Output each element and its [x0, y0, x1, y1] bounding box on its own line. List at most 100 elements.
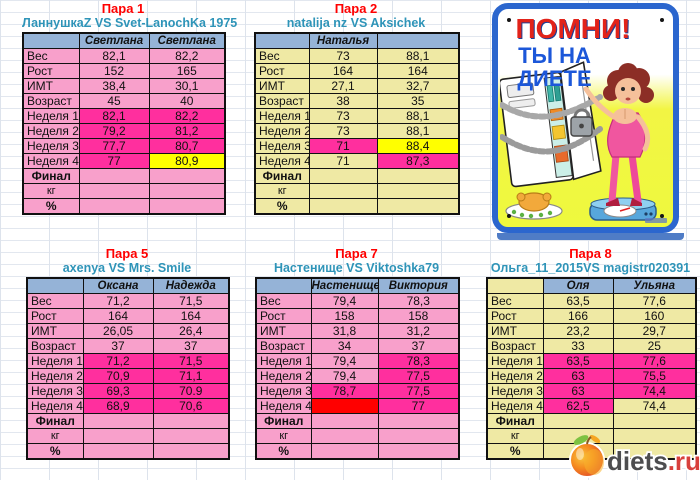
value-cell: 74,4: [612, 398, 697, 414]
value-cell: 38,4: [78, 78, 150, 94]
pair-block-7: Пара 7 Настенище VS Viktoshka79 Настенищ…: [255, 246, 460, 460]
row-label-cell: Финал: [26, 413, 84, 429]
value-cell: 165: [148, 63, 226, 79]
diets-ru-logo[interactable]: diets.ru: [565, 430, 700, 480]
table-row: кг: [255, 428, 460, 444]
table-row: %: [22, 198, 226, 215]
row-label-cell: %: [26, 443, 84, 460]
row-label-cell: Возраст: [26, 338, 84, 354]
table-row: Финал: [255, 413, 460, 429]
value-cell: [308, 183, 378, 199]
row-label-cell: ИМТ: [22, 78, 80, 94]
value-cell: 80,7: [148, 138, 226, 154]
row-label-cell: Неделя 2: [255, 368, 312, 384]
value-cell: [148, 168, 226, 184]
header-row: Светлана Светлана: [22, 32, 226, 49]
row-label-cell: Рост: [26, 308, 84, 324]
row-label-cell: %: [22, 198, 80, 215]
chicken-plate-icon: [505, 192, 563, 220]
value-cell: 88,1: [376, 108, 460, 124]
row-label-cell: Вес: [254, 48, 310, 64]
table-row: Неделя 1 79,4 78,3: [255, 353, 460, 369]
value-cell: 63: [542, 368, 614, 384]
participant-name-cell: Оксана: [82, 277, 154, 294]
participant-name-cell: Настенище: [310, 277, 379, 294]
screw-dot: [507, 214, 511, 218]
value-cell: [82, 443, 154, 460]
row-label-cell: Неделя 1: [255, 353, 312, 369]
value-cell: 71,2: [82, 353, 154, 369]
row-label-cell: кг: [255, 428, 312, 444]
header-row: Настенище Виктория: [255, 277, 460, 294]
table-row: Возраст 38 35: [254, 93, 460, 109]
value-cell: 62,5: [542, 398, 614, 414]
table-row: ИМТ 23,2 29,7: [486, 323, 697, 339]
value-cell: 63,5: [542, 353, 614, 369]
row-label-cell: Вес: [486, 293, 544, 309]
value-cell: 73: [308, 108, 378, 124]
corner-cell: [255, 277, 312, 294]
value-cell: 32,7: [376, 78, 460, 94]
value-cell: 71: [308, 138, 378, 154]
value-cell: 70,9: [82, 368, 154, 384]
value-cell: [376, 183, 460, 199]
row-label-cell: Неделя 4: [26, 398, 84, 414]
table-row: кг: [254, 183, 460, 199]
table-row: Вес 79,4 78,3: [255, 293, 460, 309]
value-cell: 26,05: [82, 323, 154, 339]
poster-text-line2: ТЫ НА: [518, 43, 591, 68]
header-row: Оля Ульяна: [486, 277, 697, 294]
value-cell: 29,7: [612, 323, 697, 339]
value-cell: 31,8: [310, 323, 379, 339]
value-cell: 82,2: [148, 108, 226, 124]
padlock-icon: [570, 108, 593, 137]
woman-figure: [583, 63, 654, 206]
artist-signature: [645, 218, 667, 223]
poster-text-line3: ДИЕТЕ: [517, 66, 592, 91]
row-label-cell: Неделя 3: [22, 138, 80, 154]
participant-name-cell: Наталья: [308, 32, 378, 49]
table-row: Финал: [486, 413, 697, 429]
value-cell: 79,4: [310, 353, 379, 369]
pair-title: Пара 5: [105, 246, 149, 261]
value-cell: 164: [152, 308, 230, 324]
scale-icon: [589, 197, 657, 221]
corner-cell: [486, 277, 544, 294]
value-cell: [377, 428, 460, 444]
value-cell: 34: [310, 338, 379, 354]
row-label-cell: Неделя 2: [26, 368, 84, 384]
row-label-cell: Вес: [22, 48, 80, 64]
table-row: Неделя 4 77: [255, 398, 460, 414]
row-label-cell: Неделя 3: [26, 383, 84, 399]
value-cell: 77,6: [612, 293, 697, 309]
pair-block-8: Пара 8 Ольга_11_2015VS magistr020391 Оля…: [486, 246, 697, 460]
row-label-cell: Неделя 4: [254, 153, 310, 169]
value-cell: [310, 428, 379, 444]
value-cell: 78,7: [310, 383, 379, 399]
value-cell: 81,2: [148, 123, 226, 139]
row-label-cell: Рост: [255, 308, 312, 324]
value-cell: 70,6: [152, 398, 230, 414]
value-cell: 82,1: [78, 108, 150, 124]
pair-title: Пара 7: [335, 246, 378, 261]
table-row: Неделя 3 71 88,4: [254, 138, 460, 154]
value-cell: 77,5: [377, 368, 460, 384]
value-cell: 27,1: [308, 78, 378, 94]
row-label-cell: Неделя 1: [26, 353, 84, 369]
screw-dot: [507, 18, 511, 22]
value-cell: 25: [612, 338, 697, 354]
row-label-cell: Неделя 2: [486, 368, 544, 384]
pair-block-5: Пара 5 axenya VS Mrs. Smile Оксана Надежд…: [26, 246, 230, 460]
table-row: Рост 166 160: [486, 308, 697, 324]
participant-name-cell: Светлана: [78, 32, 150, 49]
value-cell: 26,4: [152, 323, 230, 339]
table-row: Рост 164 164: [254, 63, 460, 79]
pair-subtitle: ЛаннушкаZ VS Svet-LanochKa 1975: [22, 16, 238, 30]
table-row: %: [255, 443, 460, 460]
participant-name-cell: [376, 32, 460, 49]
value-cell: 45: [78, 93, 150, 109]
value-cell: 87,3: [376, 153, 460, 169]
row-label-cell: Неделя 3: [486, 383, 544, 399]
value-cell: 158: [310, 308, 379, 324]
